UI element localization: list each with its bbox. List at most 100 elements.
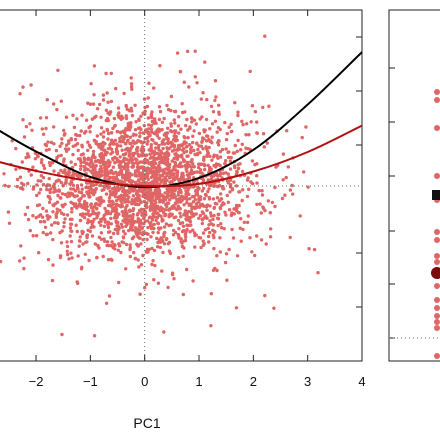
scatter-point	[54, 148, 59, 153]
scatter-point	[176, 218, 181, 223]
scatter-point	[247, 133, 251, 137]
scatter-point	[140, 190, 144, 194]
scatter-point	[160, 127, 164, 132]
scatter-point	[225, 193, 229, 198]
scatter-point	[111, 126, 115, 131]
scatter-point	[106, 225, 111, 230]
scatter-point	[94, 164, 98, 168]
right-point	[434, 325, 440, 331]
scatter-point	[99, 217, 103, 222]
scatter-point	[84, 118, 89, 122]
scatter-point	[76, 187, 80, 191]
scatter-point	[129, 76, 133, 80]
scatter-point	[165, 160, 170, 164]
scatter-point	[63, 217, 67, 221]
scatter-point	[154, 146, 158, 150]
red-fit-curve	[0, 124, 362, 188]
scatter-point	[53, 221, 57, 225]
scatter-point	[181, 171, 185, 176]
scatter-point	[105, 128, 110, 133]
scatter-point	[125, 157, 129, 162]
scatter-point	[145, 237, 149, 242]
scatter-point	[151, 170, 156, 175]
scatter-point	[125, 189, 130, 193]
scatter-point	[56, 68, 60, 73]
scatter-point	[216, 156, 220, 160]
scatter-point	[138, 134, 142, 139]
scatter-point	[180, 177, 184, 181]
scatter-point	[159, 180, 163, 184]
scatter-point	[145, 142, 149, 146]
scatter-point	[223, 260, 228, 265]
scatter-point	[162, 234, 166, 238]
scatter-point	[220, 147, 225, 152]
scatter-point	[39, 160, 44, 165]
scatter-point	[185, 144, 189, 149]
scatter-point	[80, 113, 84, 117]
scatter-point	[152, 117, 157, 121]
scatter-point	[255, 120, 259, 124]
scatter-point	[96, 211, 100, 216]
scatter-point	[174, 201, 178, 205]
scatter-point	[187, 143, 192, 147]
scatter-point	[158, 63, 162, 68]
scatter-point	[177, 131, 181, 135]
scatter-point	[230, 188, 235, 192]
scatter-point	[151, 259, 155, 263]
scatter-point	[135, 232, 139, 237]
scatter-point	[103, 239, 107, 243]
scatter-point	[245, 178, 250, 182]
scatter-point	[312, 247, 317, 252]
scatter-point	[255, 234, 259, 238]
scatter-point	[185, 223, 189, 227]
scatter-point	[70, 229, 74, 233]
scatter-point	[172, 215, 176, 220]
scatter-point	[40, 127, 44, 131]
scatter-point	[115, 152, 120, 156]
scatter-point	[82, 216, 87, 220]
scatter-point	[89, 169, 93, 173]
scatter-point	[80, 187, 85, 191]
scatter-point	[7, 221, 12, 225]
scatter-point	[316, 271, 320, 275]
scatter-point	[196, 193, 200, 197]
scatter-point	[172, 178, 176, 182]
scatter-point	[121, 219, 125, 223]
scatter-point	[190, 116, 194, 121]
scatter-point	[99, 231, 104, 235]
scatter-point	[249, 120, 253, 124]
scatter-point	[137, 154, 141, 158]
scatter-point	[199, 97, 203, 101]
scatter-point	[178, 207, 182, 211]
scatter-point	[194, 212, 198, 216]
scatter-point	[137, 265, 141, 269]
scatter-point	[90, 234, 95, 238]
scatter-point	[26, 205, 30, 210]
scatter-point	[76, 254, 80, 258]
scatter-point	[152, 86, 156, 90]
scatter-point	[139, 200, 143, 205]
scatter-point	[253, 253, 257, 258]
scatter-point	[124, 224, 128, 229]
scatter-point	[259, 211, 263, 215]
scatter-point	[119, 250, 123, 255]
scatter-point	[131, 207, 136, 211]
scatter-point	[149, 143, 153, 147]
scatter-point	[52, 169, 56, 173]
scatter-point	[212, 206, 216, 210]
scatter-point	[205, 208, 209, 213]
scatter-point	[211, 233, 215, 237]
scatter-point	[28, 228, 32, 233]
scatter-point	[138, 126, 142, 130]
scatter-point	[120, 134, 124, 139]
scatter-point	[173, 230, 178, 235]
scatter-point	[6, 184, 11, 189]
scatter-point	[160, 193, 164, 197]
scatter-point	[86, 209, 91, 213]
scatter-point	[147, 81, 151, 85]
scatter-point	[180, 194, 184, 198]
scatter-point	[109, 99, 114, 104]
scatter-point	[49, 140, 54, 145]
scatter-point	[133, 226, 138, 230]
scatter-point	[253, 162, 257, 167]
